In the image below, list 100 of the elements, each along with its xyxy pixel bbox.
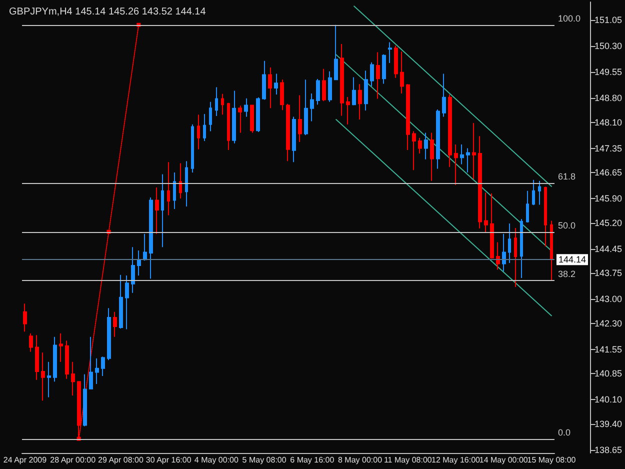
candlestick — [221, 93, 224, 116]
x-tick-label: 14 May 00:00 — [479, 456, 528, 464]
candlestick — [95, 358, 99, 385]
candlestick — [35, 334, 39, 380]
candlestick — [352, 76, 356, 106]
candlestick — [155, 186, 159, 234]
candlestick — [256, 96, 260, 132]
candlestick — [340, 43, 344, 116]
candlestick — [298, 94, 302, 143]
text: 38.2 — [558, 269, 576, 280]
candlestick — [41, 352, 45, 402]
candlestick — [119, 274, 123, 330]
x-tick-label: 6 May 16:00 — [290, 456, 335, 464]
candlestick — [454, 144, 458, 186]
candlestick — [244, 98, 248, 118]
x-tick-label: 28 Apr 00:00 — [50, 456, 96, 464]
y-tick-label: 140.85 — [594, 368, 622, 379]
candlestick — [203, 113, 206, 142]
x-tick-label: 15 May 08:00 — [527, 456, 576, 464]
candlestick — [262, 60, 266, 100]
candlestick — [442, 73, 446, 118]
y-tick-label: 148.80 — [594, 93, 622, 104]
candlestick — [173, 172, 176, 210]
candlestick — [209, 101, 212, 132]
candlestick — [310, 93, 314, 122]
candlestick — [490, 192, 494, 260]
candlestick — [286, 103, 290, 162]
candlestick — [227, 102, 230, 151]
candlestick — [526, 190, 529, 223]
y-tick-label: 138.65 — [594, 444, 622, 455]
candlestick — [179, 162, 182, 200]
candlestick — [364, 70, 368, 112]
candlestick — [436, 108, 440, 170]
y-tick-label: 148.10 — [594, 117, 622, 128]
candlestick — [520, 218, 523, 278]
candlestick — [514, 228, 517, 288]
candlestick — [304, 79, 308, 136]
candlestick — [508, 223, 511, 264]
candlestick — [238, 105, 242, 134]
candlestick — [29, 332, 33, 352]
x-tick-label: 24 Apr 2009 — [3, 456, 48, 464]
text: 50.0 — [558, 220, 576, 230]
candlestick — [448, 94, 452, 168]
y-tick-label: 139.40 — [594, 418, 622, 429]
x-tick-label: 11 May 08:00 — [384, 456, 432, 464]
candlestick — [406, 84, 410, 151]
x-tick-label: 29 Apr 08:00 — [98, 456, 144, 464]
candlestick — [89, 336, 93, 390]
x-tick-label: 8 May 00:00 — [338, 456, 383, 464]
y-tick-label: 143.75 — [594, 268, 622, 278]
candlestick — [107, 308, 111, 361]
candlestick — [334, 24, 338, 80]
candlestick — [250, 104, 254, 134]
candlestick — [316, 78, 320, 106]
y-tick-label: 145.90 — [594, 194, 622, 204]
candlestick — [197, 114, 200, 150]
chart-title: GBPJPYm,H4 145.14 145.26 143.52 144.14 — [9, 6, 206, 18]
candlestick — [23, 303, 27, 332]
x-tick-label: 12 May 16:00 — [432, 456, 481, 464]
candlestick — [232, 90, 236, 144]
candlestick — [538, 180, 541, 206]
x-tick-label: 5 May 08:00 — [242, 456, 287, 464]
y-tick-label: 147.35 — [594, 143, 622, 154]
candlestick — [478, 136, 482, 229]
candlestick — [131, 246, 135, 294]
candlestick — [484, 192, 488, 233]
candlestick — [532, 179, 535, 206]
y-tick-label: 146.65 — [594, 168, 622, 178]
candlestick — [346, 96, 350, 125]
candlestick — [137, 250, 141, 276]
candlestick — [376, 52, 380, 100]
candlestick — [430, 132, 434, 182]
text: 100.0 — [558, 13, 581, 24]
candlestick — [370, 62, 374, 87]
candlestick — [101, 356, 105, 377]
candlestick — [472, 122, 476, 180]
y-tick-label: 151.05 — [594, 15, 622, 26]
candlestick — [328, 70, 332, 102]
x-tick-label: 4 May 00:00 — [194, 456, 240, 464]
candlestick — [191, 124, 194, 174]
y-tick-label: 145.20 — [594, 218, 622, 228]
candlestick — [53, 336, 57, 382]
ref-line-label: 144.14 — [558, 254, 586, 265]
candlestick — [496, 242, 500, 270]
y-tick-label: 149.55 — [594, 67, 622, 78]
text: 61.8 — [558, 171, 576, 182]
candlestick — [125, 275, 129, 330]
candlestick — [466, 148, 470, 174]
candlestick — [502, 233, 506, 272]
text: 0.0 — [558, 427, 571, 438]
candlestick — [185, 160, 188, 208]
candlestick — [544, 186, 547, 247]
candlestick — [424, 132, 428, 160]
candlestick — [149, 197, 153, 280]
candlestick — [161, 174, 164, 248]
candlestick — [268, 67, 272, 109]
candlestick — [394, 45, 398, 78]
candlestick — [167, 162, 170, 216]
y-tick-label: 143.00 — [594, 294, 622, 304]
candlestick — [358, 84, 362, 120]
